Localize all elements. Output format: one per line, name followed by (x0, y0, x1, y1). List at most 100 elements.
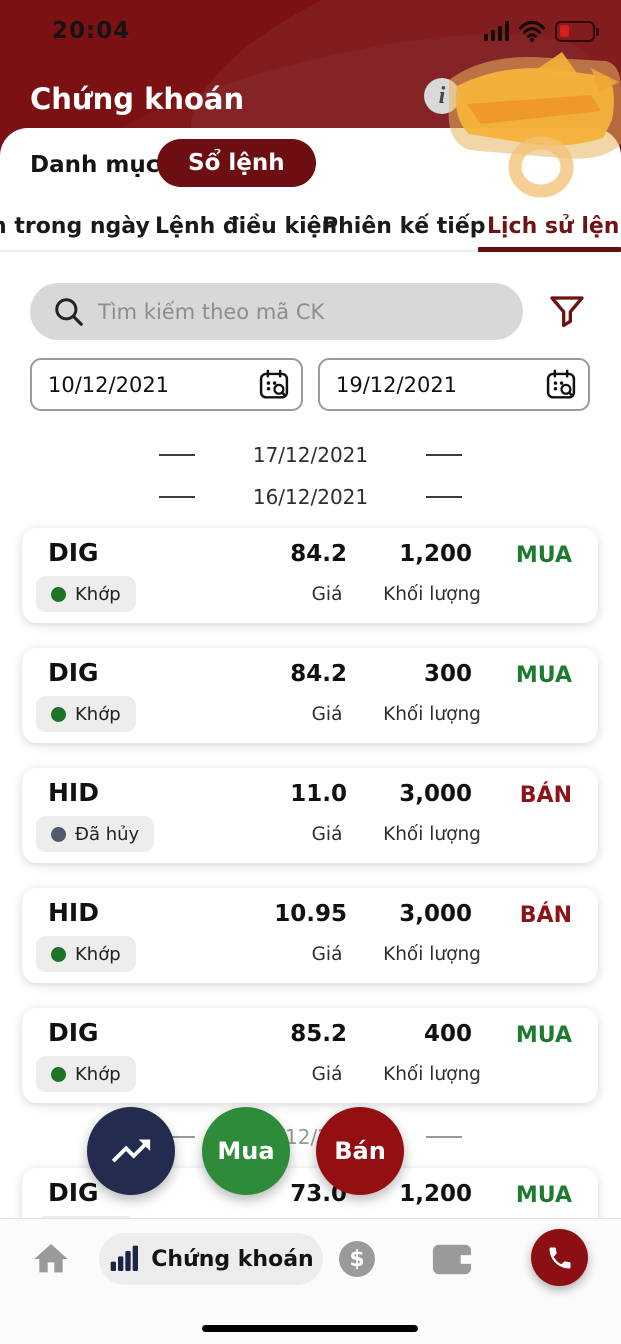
date-to-field[interactable]: 19/12/2021 (318, 358, 590, 411)
order-volume: 1,200 (399, 1181, 472, 1207)
order-side: MUA (515, 663, 572, 688)
buy-fab[interactable]: Mua (202, 1107, 290, 1195)
trend-fab[interactable] (87, 1107, 175, 1195)
status-badge: Khớp (36, 696, 136, 732)
price-label: Giá (311, 704, 343, 725)
order-card[interactable]: HID 11.0 3,000 BÁN Đã hủy Giá Khối lượng (22, 768, 598, 863)
wallet-icon[interactable] (431, 1243, 473, 1276)
separator-dash (426, 495, 463, 499)
order-volume: 3,000 (399, 781, 472, 807)
status-label: Đã hủy (75, 823, 140, 845)
phone-fab[interactable] (531, 1229, 588, 1286)
buy-fab-label: Mua (217, 1137, 275, 1165)
signal-icon (483, 21, 509, 41)
volume-label: Khối lượng (383, 824, 481, 845)
app-header: Chứng khoán i (0, 74, 621, 130)
date-to-value: 19/12/2021 (336, 372, 458, 397)
separator-dash (158, 495, 195, 499)
volume-label: Khối lượng (383, 1064, 481, 1085)
info-icon[interactable]: i (424, 78, 460, 114)
sell-fab-label: Bán (334, 1137, 386, 1165)
order-price: 84.2 (290, 661, 347, 687)
order-volume: 300 (423, 661, 472, 687)
status-dot-icon (51, 946, 66, 962)
page-title: Chứng khoán (30, 82, 245, 116)
order-side: MUA (515, 543, 572, 568)
search-input[interactable] (98, 299, 505, 324)
order-card[interactable]: DIG 84.2 1,200 MUA Khớp Giá Khối lượng (22, 528, 598, 623)
ticker-symbol: DIG (48, 538, 99, 567)
status-badge: Khớp (36, 576, 136, 612)
home-icon[interactable] (31, 1239, 71, 1279)
status-badge: Khớp (36, 1056, 136, 1092)
subtab-phien-ke-tiep[interactable]: Phiên kế tiếp (322, 214, 486, 239)
price-label: Giá (311, 1064, 343, 1085)
bar-chart-icon (110, 1245, 139, 1271)
calendar-search-icon (259, 369, 289, 399)
subtab-lenh-trong-ngay[interactable]: h trong ngày (0, 214, 150, 239)
subtab-bar: h trong ngày Lệnh điều kiện Phiên kế tiế… (0, 204, 621, 250)
price-label: Giá (311, 944, 343, 965)
ticker-symbol: HID (48, 898, 99, 927)
order-side: MUA (515, 1183, 572, 1208)
ticker-symbol: DIG (48, 658, 99, 687)
subtab-lich-su-lenh[interactable]: Lịch sử lệnh (487, 214, 621, 239)
search-box[interactable] (30, 283, 523, 340)
order-volume: 400 (423, 1021, 472, 1047)
home-indicator[interactable] (202, 1325, 418, 1332)
date-separator: 17/12/2021 (0, 441, 621, 469)
calendar-search-icon (546, 369, 576, 399)
order-card[interactable]: DIG 85.2 400 MUA Khớp Giá Khối lượng (22, 1008, 598, 1103)
nav-item-securities[interactable]: Chứng khoán (99, 1233, 323, 1285)
order-price: 11.0 (290, 781, 347, 807)
order-price: 84.2 (290, 541, 347, 567)
status-dot-icon (51, 706, 66, 722)
subtab-lenh-dieu-kien[interactable]: Lệnh điều kiện (155, 214, 338, 239)
filter-icon[interactable] (544, 290, 590, 336)
order-volume: 1,200 (399, 541, 472, 567)
separator-dash (426, 1135, 463, 1139)
ticker-symbol: HID (48, 778, 99, 807)
separator-dash (158, 1135, 195, 1139)
subtab-divider (0, 250, 621, 252)
volume-label: Khối lượng (383, 944, 481, 965)
date-separator: 16/12/2021 (0, 483, 621, 511)
dollar-coin-icon[interactable]: $ (339, 1241, 375, 1277)
ticker-symbol: DIG (48, 1178, 99, 1207)
phone-icon (549, 1247, 570, 1268)
battery-low-icon (555, 20, 599, 42)
status-bar: 20:04 (0, 12, 621, 52)
nav-securities-label: Chứng khoán (151, 1246, 314, 1272)
status-icons (483, 20, 599, 42)
clock: 20:04 (52, 18, 131, 44)
content-panel: Danh mục Sổ lệnh h trong ngày Lệnh điều … (0, 128, 621, 1344)
status-label: Khớp (75, 943, 121, 965)
order-side: BÁN (519, 783, 572, 808)
trending-up-icon (111, 1139, 151, 1163)
order-card[interactable]: DIG 84.2 300 MUA Khớp Giá Khối lượng (22, 648, 598, 743)
bottom-nav: Chứng khoán $ (0, 1218, 621, 1344)
date-from-field[interactable]: 10/12/2021 (30, 358, 303, 411)
tab-danh-muc[interactable]: Danh mục (30, 152, 160, 178)
tab-so-lenh[interactable]: Sổ lệnh (157, 139, 316, 187)
status-label: Khớp (75, 1063, 121, 1085)
order-side: MUA (515, 1023, 572, 1048)
status-dot-icon (51, 1066, 66, 1082)
search-icon (55, 297, 83, 326)
sell-fab[interactable]: Bán (316, 1107, 404, 1195)
separator-date: 17/12/2021 (252, 443, 369, 467)
status-dot-icon (51, 586, 66, 602)
separator-date: 16/12/2021 (252, 485, 369, 509)
separator-dash (158, 453, 195, 457)
status-label: Khớp (75, 583, 121, 605)
status-badge: Đã hủy (36, 816, 155, 852)
order-price: 85.2 (290, 1021, 347, 1047)
date-from-value: 10/12/2021 (48, 372, 170, 397)
price-label: Giá (311, 584, 343, 605)
volume-label: Khối lượng (383, 704, 481, 725)
order-card[interactable]: HID 10.95 3,000 BÁN Khớp Giá Khối lượng (22, 888, 598, 983)
order-price: 10.95 (274, 901, 347, 927)
order-volume: 3,000 (399, 901, 472, 927)
active-tab-underline (478, 247, 621, 252)
